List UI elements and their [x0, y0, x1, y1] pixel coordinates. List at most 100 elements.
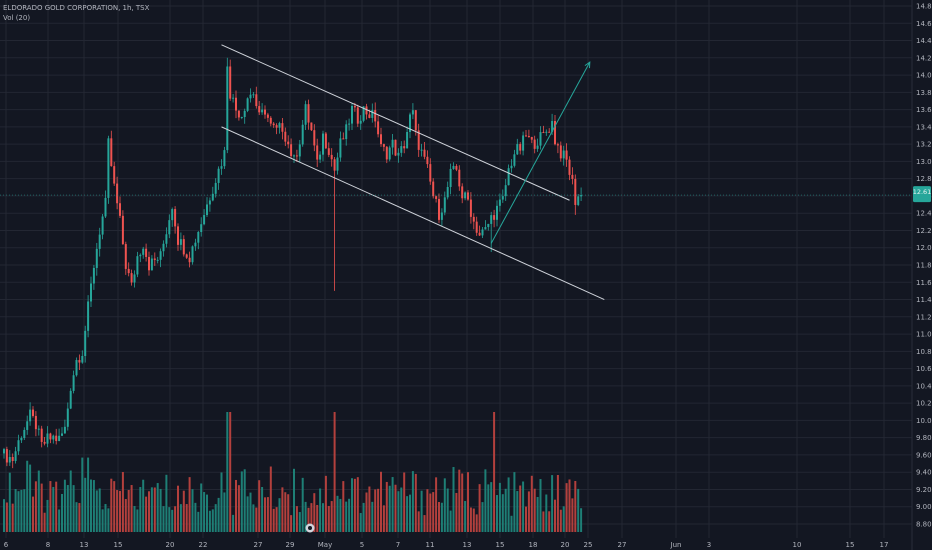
volume-bar — [171, 509, 174, 532]
volume-bar — [179, 504, 182, 532]
volume-bar — [232, 514, 235, 532]
candle-body — [168, 220, 171, 235]
candle-body — [380, 134, 382, 145]
candle-body — [403, 146, 406, 149]
volume-bar — [211, 509, 214, 532]
candle-body — [304, 104, 307, 125]
volume-bar — [217, 497, 220, 532]
volume-bar — [316, 504, 319, 532]
candle-body — [565, 150, 568, 160]
candle-body — [478, 232, 481, 236]
candle-body — [136, 256, 139, 275]
volume-bar — [438, 501, 440, 532]
channel-lower-line[interactable] — [221, 126, 605, 300]
volume-bar — [214, 504, 217, 532]
price-tick-label: 10.40 — [916, 382, 932, 390]
candle-body — [409, 114, 411, 133]
volume-bar — [336, 495, 339, 532]
candle-body — [81, 356, 84, 363]
time-tick-label: 18 — [529, 541, 538, 549]
candle-body — [530, 137, 533, 140]
time-tick-label: 17 — [880, 541, 889, 549]
volume-bar — [467, 472, 469, 532]
volume-bar — [342, 481, 345, 532]
volume-bar — [188, 477, 191, 532]
time-tick-label: May — [318, 541, 332, 549]
volume-bar — [472, 508, 475, 532]
candle-body — [211, 193, 214, 201]
candle-body — [153, 258, 156, 260]
candle-body — [443, 197, 446, 213]
candle-body — [23, 429, 26, 438]
candle-body — [345, 124, 348, 140]
volume-bar — [46, 499, 49, 532]
candle-body — [542, 132, 545, 134]
candle-body — [319, 154, 322, 160]
time-axis[interactable]: 6 8 13 15 20 22 27 29 May 5 7 11 13 15 18 20 25 27 Jun 3 10 1… — [4, 541, 889, 549]
candle-body — [295, 155, 298, 157]
volume-bar — [382, 505, 385, 532]
volume-bar — [339, 498, 342, 532]
volume-bar — [455, 492, 458, 532]
volume-bar — [165, 474, 168, 532]
volume-indicator-label[interactable]: Vol (20) — [3, 14, 31, 22]
candle-body — [264, 109, 266, 115]
volume-bar — [542, 511, 545, 532]
candle-body — [66, 408, 69, 427]
candle-body — [145, 248, 148, 257]
candle-body — [507, 168, 510, 186]
volume-bar — [272, 508, 275, 532]
candle-body — [527, 135, 530, 138]
candle-body — [455, 165, 458, 170]
recording-dot-icon — [305, 523, 315, 533]
volume-bar — [92, 480, 95, 532]
candle-body — [351, 105, 353, 124]
volume-bar — [577, 488, 580, 532]
drawing-tools[interactable] — [221, 44, 605, 300]
volume-bar — [26, 460, 29, 532]
volume-bar — [516, 491, 519, 532]
candle-body — [293, 155, 295, 157]
last-price-marker: 12.61 — [0, 186, 931, 203]
candle-body — [229, 66, 232, 99]
candle-body — [150, 258, 153, 271]
candle-body — [55, 435, 58, 441]
projection-arrow-line[interactable] — [490, 61, 591, 244]
volume-bar — [464, 501, 467, 532]
volume-bar — [475, 514, 478, 532]
symbol-title[interactable]: ELDORADO GOLD CORPORATION, 1h, TSX — [3, 4, 150, 12]
candle-body — [371, 110, 374, 118]
volume-bar — [568, 479, 571, 532]
candle-body — [269, 117, 272, 124]
volume-bar — [356, 477, 359, 532]
candle-body — [429, 164, 432, 182]
volume-bars — [3, 412, 583, 532]
price-axis[interactable]: 14.80 14.60 14.40 14.20 14.00 13.80 13.60 13.40… — [916, 3, 932, 529]
candle-body — [426, 156, 429, 165]
volume-bar — [246, 496, 249, 532]
volume-bar — [87, 457, 90, 532]
time-tick-label: 3 — [707, 541, 711, 549]
candle-body — [197, 232, 200, 243]
candle-body — [17, 440, 20, 452]
volume-bar — [281, 487, 284, 532]
time-tick-label: 20 — [166, 541, 175, 549]
channel-upper-line[interactable] — [221, 44, 570, 201]
volume-bar — [240, 471, 243, 532]
volume-bar — [258, 480, 261, 532]
arrowhead-icon — [584, 61, 591, 69]
volume-bar — [182, 490, 185, 532]
candle-body — [121, 215, 124, 245]
candle-body — [177, 226, 179, 245]
volume-bar — [197, 511, 200, 532]
volume-bar — [55, 481, 58, 532]
candle-body — [513, 154, 516, 166]
price-tick-label: 10.20 — [916, 400, 932, 408]
volume-bar — [414, 473, 417, 532]
candle-body — [226, 66, 229, 151]
volume-bar — [78, 503, 81, 532]
candle-body — [333, 159, 336, 171]
volume-bar — [264, 497, 266, 532]
